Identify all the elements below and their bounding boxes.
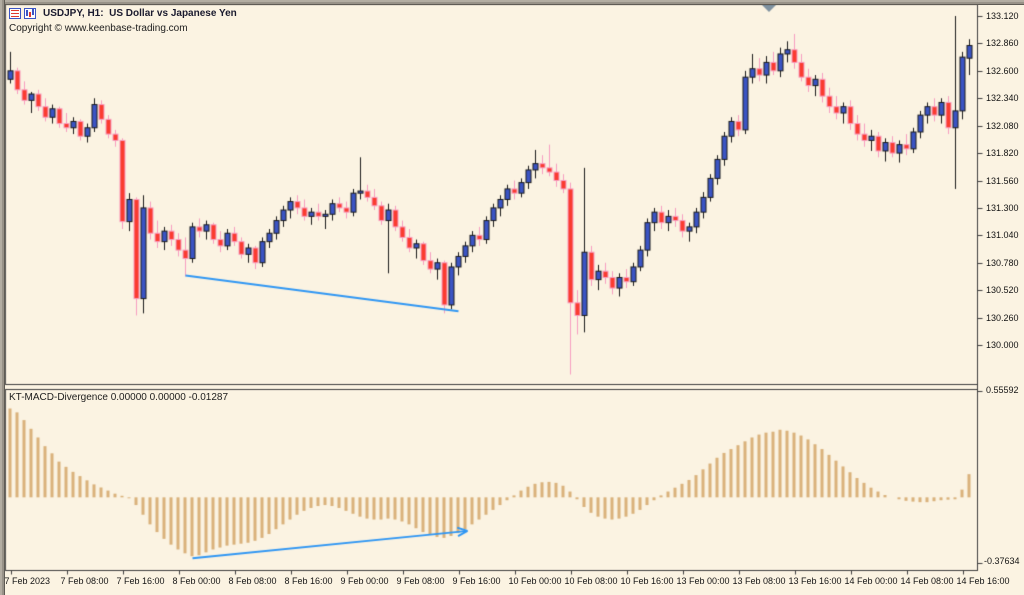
price-tick-label: 130.000 [986, 340, 1019, 350]
chart-title-row: USDJPY, H1: US Dollar vs Japanese Yen [9, 8, 237, 19]
time-tick-label: 13 Feb 16:00 [788, 576, 842, 586]
time-tick-label: 8 Feb 16:00 [284, 576, 333, 586]
time-tick-label: 9 Feb 16:00 [452, 576, 501, 586]
candlestick-chart-icon [24, 8, 36, 19]
copyright-notice: Copyright © www.keenbase-trading.com [9, 23, 188, 34]
price-tick-label: 132.600 [986, 66, 1019, 76]
time-tick-label: 7 Feb 08:00 [60, 576, 109, 586]
time-tick-label: 13 Feb 08:00 [732, 576, 786, 586]
ohlc-list-icon [9, 8, 21, 19]
indicator-min-label: -0.37634 [984, 556, 1020, 566]
time-tick-label: 14 Feb 08:00 [900, 576, 954, 586]
time-tick-label: 10 Feb 00:00 [508, 576, 562, 586]
price-tick-label: 131.560 [986, 176, 1019, 186]
price-tick-label: 132.080 [986, 121, 1019, 131]
price-tick-label: 132.340 [986, 93, 1019, 103]
price-tick-label: 130.260 [986, 313, 1019, 323]
time-tick-label: 8 Feb 00:00 [172, 576, 221, 586]
time-tick-label: 7 Feb 2023 [4, 576, 51, 586]
price-tick-label: 133.120 [986, 11, 1019, 21]
indicator-label: KT-MACD-Divergence 0.00000 0.00000 -0.01… [9, 392, 229, 403]
price-tick-label: 132.860 [986, 38, 1019, 48]
chart-title: USDJPY, H1: US Dollar vs Japanese Yen [43, 8, 237, 19]
time-tick-label: 7 Feb 16:00 [116, 576, 165, 586]
time-tick-label: 14 Feb 16:00 [956, 576, 1010, 586]
time-tick-label: 8 Feb 08:00 [228, 576, 277, 586]
time-tick-label: 9 Feb 00:00 [340, 576, 389, 586]
time-tick-label: 10 Feb 08:00 [564, 576, 618, 586]
time-tick-label: 9 Feb 08:00 [396, 576, 445, 586]
window-left-edge [0, 0, 5, 595]
price-tick-label: 131.300 [986, 203, 1019, 213]
time-tick-label: 10 Feb 16:00 [620, 576, 674, 586]
time-tick-label: 14 Feb 00:00 [844, 576, 898, 586]
price-tick-label: 130.780 [986, 258, 1019, 268]
window-top-edge [0, 0, 1024, 5]
price-tick-label: 131.820 [986, 148, 1019, 158]
price-tick-label: 130.520 [986, 285, 1019, 295]
price-tick-label: 131.040 [986, 230, 1019, 240]
time-tick-label: 13 Feb 00:00 [676, 576, 730, 586]
indicator-max-label: 0.55592 [986, 385, 1019, 395]
